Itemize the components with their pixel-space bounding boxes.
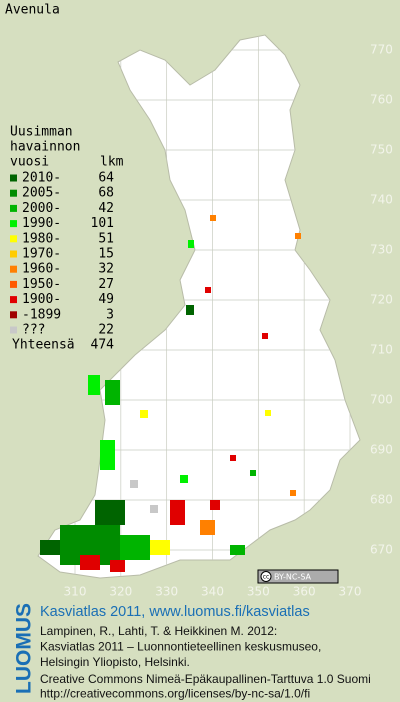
legend-count: 42: [98, 201, 114, 216]
logo: LUOMUS: [13, 603, 36, 694]
axis-labels: 310 320 330 340 350 360 370 670 680 690 700 710 720 7…: [64, 43, 393, 599]
y-tick-label: 740: [370, 193, 393, 207]
legend-heading: vuosi: [10, 155, 49, 170]
license-line: Creative Commons Nimeä-Epäkaupallinen-Ta…: [40, 672, 371, 686]
legend-swatch: [10, 220, 17, 228]
footer-title: Kasviatlas 2011, www.luomus.fi/kasviatla…: [40, 604, 310, 620]
legend-label: ???: [22, 323, 45, 338]
legend-label: 2005-: [22, 186, 61, 201]
legend-count: 64: [98, 171, 114, 186]
legend-swatch: [10, 265, 17, 273]
license-badge: cc BY-NC-SA: [257, 569, 339, 584]
y-tick-label: 750: [370, 143, 393, 157]
footer: Lampinen, R., Lahti, T. & Heikkinen M. 2…: [40, 624, 371, 701]
legend-count: 101: [91, 216, 114, 231]
legend-count: 51: [98, 231, 114, 246]
total-label: Yhteensä: [12, 338, 75, 353]
legend-label: 1960-: [22, 262, 61, 277]
legend-label: 1990-: [22, 216, 61, 231]
citation-line: Lampinen, R., Lahti, T. & Heikkinen M. 2…: [40, 624, 277, 638]
cc-mark: cc: [263, 574, 270, 581]
legend-swatch: [10, 311, 17, 319]
y-tick-label: 760: [370, 93, 393, 107]
legend-swatch: [10, 189, 17, 197]
legend-swatch: [10, 326, 17, 334]
x-tick-label: 340: [201, 585, 224, 599]
license-code: BY-NC-SA: [274, 573, 312, 582]
legend-label: -1899: [22, 307, 61, 322]
legend-heading: havainnon: [10, 140, 80, 155]
y-tick-label: 670: [370, 543, 393, 557]
legend-label: 1950-: [22, 277, 61, 292]
legend-label: 2010-: [22, 171, 61, 186]
x-tick-label: 320: [109, 585, 132, 599]
citation-line: Kasviatlas 2011 – Luonnontieteellinen ke…: [40, 640, 321, 654]
map-outline: [37, 34, 361, 579]
legend-swatch: [10, 296, 17, 304]
legend-swatch: [10, 235, 17, 243]
legend-swatch: [10, 280, 17, 288]
legend-swatch: [10, 204, 17, 212]
legend-heading: Uusimman: [10, 125, 73, 140]
legend-swatch: [10, 174, 17, 182]
legend-swatch: [10, 250, 17, 258]
y-tick-label: 680: [370, 493, 393, 507]
x-tick-label: 330: [155, 585, 178, 599]
legend-count: 3: [106, 307, 114, 322]
legend-count: 22: [98, 323, 114, 338]
x-tick-label: 370: [339, 585, 362, 599]
total-count: 474: [91, 338, 115, 353]
y-tick-label: 770: [370, 43, 393, 57]
legend-count: 49: [98, 292, 114, 307]
license-line: http://creativecommons.org/licenses/by-n…: [40, 687, 310, 701]
x-tick-label: 310: [64, 585, 87, 599]
species-name: Avenula: [5, 3, 60, 18]
citation-line: Helsingin Yliopisto, Helsinki.: [40, 655, 190, 669]
legend-count: 32: [98, 262, 114, 277]
legend-label: 1980-: [22, 231, 61, 246]
legend-label: 1900-: [22, 292, 61, 307]
y-tick-label: 720: [370, 293, 393, 307]
y-tick-label: 690: [370, 443, 393, 457]
legend-label: 1970-: [22, 247, 61, 262]
y-tick-label: 730: [370, 243, 393, 257]
x-tick-label: 350: [247, 585, 270, 599]
occurrence-squares: [40, 215, 301, 572]
x-tick-label: 360: [293, 585, 316, 599]
y-tick-label: 710: [370, 343, 393, 357]
legend-count: 68: [98, 186, 114, 201]
y-tick-label: 700: [370, 393, 393, 407]
legend-count-header: lkm: [100, 155, 124, 170]
legend-count: 27: [98, 277, 114, 292]
legend-label: 2000-: [22, 201, 61, 216]
legend-count: 15: [98, 247, 114, 262]
